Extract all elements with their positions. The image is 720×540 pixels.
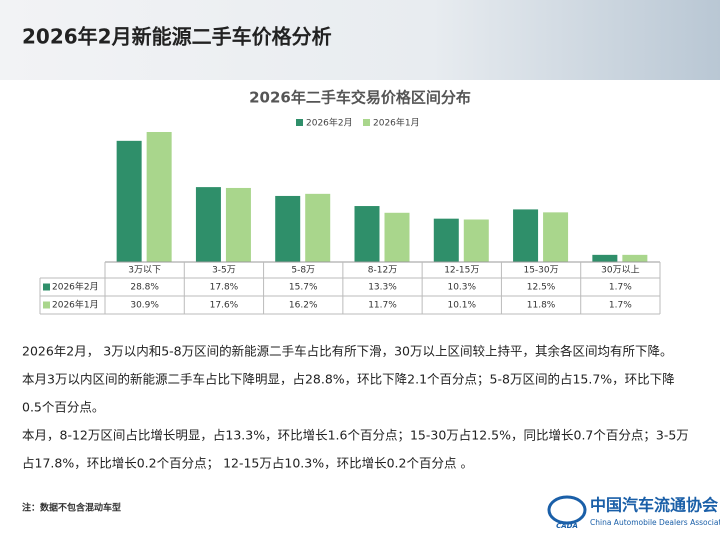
body-text: 2026年2月， 3万以内和5-8万区间的新能源二手车占比有所下滑，30万以上区… xyxy=(22,344,689,471)
bar xyxy=(275,195,301,262)
paragraph-line: 本月3万以内区间的新能源二手车占比下降明显，占28.8%，环比下降2.1个百分点… xyxy=(22,372,675,387)
chart: 2026年2月 2026年1月 3万以下 28.8% 30.9% 3-5万 17.8% 17.… xyxy=(39,117,661,315)
header-band xyxy=(0,0,720,80)
logo: CADA 中国汽车流通协会 China Automobile Dealers A… xyxy=(547,495,720,530)
paragraph-line: 占17.8%，环比增长0.2个百分点； 12-15万占10.3%，环比增长0.2… xyxy=(22,456,473,471)
bar xyxy=(592,254,618,262)
value-label: 10.1% xyxy=(447,301,476,311)
x-tick-label: 3万以下 xyxy=(128,266,161,276)
note: 注：数据不包含混动车型 xyxy=(22,502,121,514)
logo-name: 中国汽车流通协会 xyxy=(590,496,718,515)
x-tick-label: 15-30万 xyxy=(523,266,558,276)
slide-title: 2026年2月新能源二手车价格分析 xyxy=(22,25,332,49)
bar xyxy=(513,209,539,262)
bar xyxy=(354,206,380,262)
legend-label: 2026年1月 xyxy=(373,117,420,129)
value-label: 30.9% xyxy=(130,301,159,311)
logo-mark: CADA xyxy=(556,522,578,530)
bar xyxy=(305,193,331,262)
value-label: 12.5% xyxy=(527,283,556,293)
value-label: 1.7% xyxy=(609,301,632,311)
legend-swatch xyxy=(363,119,370,126)
logo-english: China Automobile Dealers Association xyxy=(590,518,720,527)
x-tick-label: 8-12万 xyxy=(368,266,397,276)
table-swatch xyxy=(43,301,50,309)
value-label: 11.8% xyxy=(527,301,556,311)
value-label: 17.6% xyxy=(210,301,239,311)
value-label: 10.3% xyxy=(447,283,476,293)
value-label: 17.8% xyxy=(210,283,239,293)
table-series-label: 2026年1月 xyxy=(52,299,99,311)
value-label: 11.7% xyxy=(368,301,397,311)
bar xyxy=(225,187,251,262)
value-label: 1.7% xyxy=(609,283,632,293)
bar xyxy=(543,212,569,262)
bar xyxy=(195,187,221,262)
logo-icon xyxy=(547,495,587,525)
x-tick-label: 12-15万 xyxy=(444,266,479,276)
x-tick-label: 30万以上 xyxy=(601,265,639,276)
paragraph-line: 本月，8-12万区间占比增长明显，占13.3%，环比增长1.6个百分点；15-3… xyxy=(22,428,689,443)
legend-label: 2026年2月 xyxy=(306,117,353,129)
table-swatch xyxy=(43,283,50,291)
bar xyxy=(463,219,489,262)
bar xyxy=(433,218,459,262)
paragraph-line: 0.5个百分点。 xyxy=(22,400,104,415)
value-label: 13.3% xyxy=(368,283,397,293)
bar xyxy=(116,140,142,262)
value-label: 15.7% xyxy=(289,283,318,293)
bar xyxy=(384,212,410,262)
x-tick-label: 3-5万 xyxy=(212,266,236,276)
legend-swatch xyxy=(296,119,303,126)
value-label: 28.8% xyxy=(130,283,159,293)
value-label: 16.2% xyxy=(289,301,318,311)
chart-title: 2026年二手车交易价格区间分布 xyxy=(249,89,471,107)
table-series-label: 2026年2月 xyxy=(52,281,99,293)
bar xyxy=(146,132,172,262)
bar xyxy=(622,254,648,262)
paragraph-line: 2026年2月， 3万以内和5-8万区间的新能源二手车占比有所下滑，30万以上区… xyxy=(22,344,673,359)
x-tick-label: 5-8万 xyxy=(291,266,315,276)
